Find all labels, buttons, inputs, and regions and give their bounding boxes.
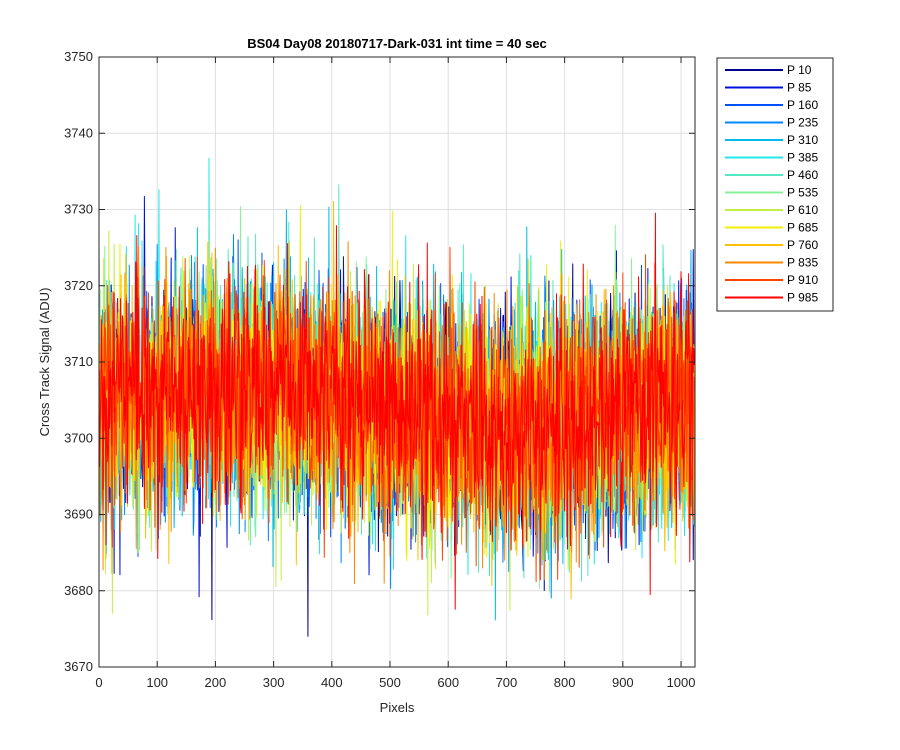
legend-entry-label: P 385 [787, 151, 818, 165]
x-tick-label: 1000 [667, 675, 696, 690]
x-tick-label: 600 [437, 675, 459, 690]
y-tick-label: 3730 [64, 202, 93, 217]
legend-entry-label: P 760 [787, 238, 818, 252]
y-tick-label: 3740 [64, 125, 93, 140]
legend-entry-label: P 10 [787, 63, 812, 77]
legend-entry-label: P 160 [787, 98, 818, 112]
legend-entry-label: P 310 [787, 133, 818, 147]
legend-entry-label: P 910 [787, 273, 818, 287]
y-tick-label: 3680 [64, 583, 93, 598]
y-axis-label: Cross Track Signal (ADU) [37, 288, 52, 437]
x-tick-label: 500 [379, 675, 401, 690]
legend-entry-label: P 85 [787, 81, 812, 95]
y-tick-label: 3690 [64, 507, 93, 522]
chart-title: BS04 Day08 20180717-Dark-031 int time = … [247, 36, 547, 51]
x-tick-label: 800 [554, 675, 576, 690]
y-tick-label: 3720 [64, 278, 93, 293]
series-layer [98, 157, 695, 637]
x-tick-label: 0 [95, 675, 102, 690]
legend-entry-label: P 835 [787, 256, 818, 270]
legend-entry-label: P 685 [787, 221, 818, 235]
series-line-p985 [98, 212, 695, 610]
x-tick-label: 700 [496, 675, 518, 690]
x-axis-label: Pixels [380, 700, 415, 715]
y-tick-label: 3670 [64, 659, 93, 674]
legend-entry-label: P 535 [787, 186, 818, 200]
x-tick-label: 400 [321, 675, 343, 690]
legend-entry-label: P 610 [787, 203, 818, 217]
x-tick-label: 100 [146, 675, 168, 690]
legend: P 10 P 85 P 160 P 235 P 310 P 385 P 460 P 535 P … [716, 57, 834, 312]
legend-entry-label: P 985 [787, 291, 818, 305]
legend-entry-label: P 235 [787, 116, 818, 130]
x-tick-label: 300 [263, 675, 285, 690]
x-tick-label: 900 [612, 675, 634, 690]
y-tick-label: 3700 [64, 430, 93, 445]
legend-box [716, 57, 834, 312]
axis-ticks: 0 100 200 300 400 500 600 700 800 900 1000 3670 3680… [64, 49, 695, 690]
x-tick-label: 200 [205, 675, 227, 690]
legend-entry-label: P 460 [787, 168, 818, 182]
y-tick-label: 3710 [64, 354, 93, 369]
y-tick-label: 3750 [64, 49, 93, 64]
